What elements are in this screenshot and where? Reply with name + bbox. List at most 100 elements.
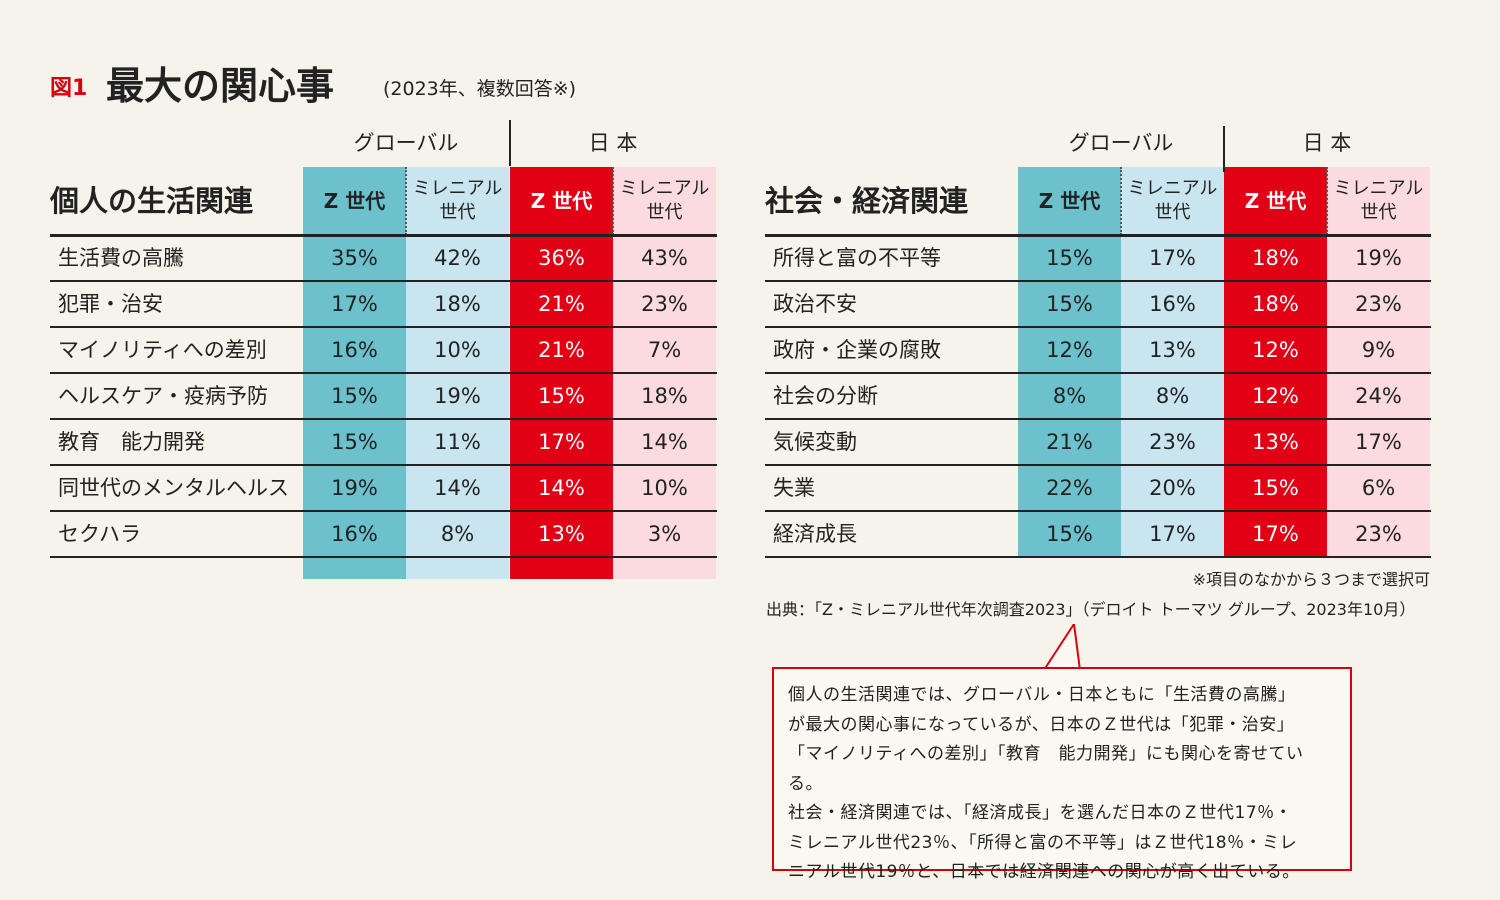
data-cell-global-millennial: 17%	[1149, 522, 1196, 546]
row-rule	[50, 510, 717, 512]
data-cell-global-millennial: 11%	[434, 430, 481, 454]
column-divider	[612, 167, 614, 235]
data-cell-global-millennial: 42%	[434, 246, 481, 270]
japan-z-header: Z 世代	[530, 189, 593, 213]
row-rule	[765, 556, 1431, 558]
data-cell-global-z: 12%	[1046, 338, 1093, 362]
data-cell-japan-millennial: 24%	[1355, 384, 1402, 408]
data-cell-japan-z: 36%	[538, 246, 585, 270]
data-cell-japan-z: 15%	[538, 384, 585, 408]
japan-z-header: Z 世代	[1244, 189, 1307, 213]
row-label: 失業	[773, 476, 815, 500]
group-divider	[509, 120, 511, 166]
row-label: ヘルスケア・疫病予防	[58, 384, 268, 408]
column-divider	[1326, 167, 1328, 235]
data-cell-japan-millennial: 3%	[647, 522, 682, 546]
data-cell-japan-z: 14%	[538, 476, 585, 500]
figure-title: 最大の関心事	[106, 64, 335, 108]
data-cell-global-millennial: 23%	[1149, 430, 1196, 454]
callout-box: 個人の生活関連では、グローバル・日本ともに「生活費の高騰」 が最大の関心事になっ…	[772, 667, 1352, 882]
data-cell-global-millennial: 20%	[1149, 476, 1196, 500]
data-cell-global-z: 15%	[1046, 246, 1093, 270]
callout-line: 個人の生活関連では、グローバル・日本ともに「生活費の高騰」	[788, 685, 1296, 705]
section-title: 個人の生活関連	[50, 184, 254, 218]
data-cell-global-z: 21%	[1046, 430, 1093, 454]
data-cell-global-millennial: 8%	[440, 522, 475, 546]
footnote: ※項目のなかから３つまで選択可	[1192, 570, 1430, 589]
data-cell-global-millennial: 16%	[1149, 292, 1196, 316]
data-cell-japan-z: 17%	[538, 430, 585, 454]
data-cell-japan-z: 13%	[538, 522, 585, 546]
row-label: 社会の分断	[773, 384, 878, 408]
table-social-economic: グローバル 日 本社会・経済関連 Z 世代 ミレニアル 世代 Z 世代 ミレニアル 世代所得と…	[0, 120, 1500, 590]
data-cell-global-z: 19%	[331, 476, 378, 500]
data-cell-global-millennial: 10%	[434, 338, 481, 362]
data-cell-global-millennial: 14%	[434, 476, 481, 500]
group-header-global: グローバル	[353, 131, 459, 155]
row-rule	[765, 418, 1431, 420]
data-cell-japan-millennial: 10%	[641, 476, 688, 500]
row-rule	[765, 510, 1431, 512]
data-cell-japan-millennial: 19%	[1355, 246, 1402, 270]
data-cell-japan-z: 21%	[538, 292, 585, 316]
row-label: 経済成長	[773, 522, 857, 546]
data-cell-japan-millennial: 14%	[641, 430, 688, 454]
group-divider	[1223, 126, 1225, 172]
row-rule	[50, 372, 717, 374]
data-cell-japan-millennial: 7%	[647, 338, 682, 362]
japan-millennial-column-bg	[1327, 167, 1430, 557]
section-title: 社会・経済関連	[765, 184, 969, 218]
global-z-column-bg	[1018, 167, 1121, 557]
column-divider	[405, 167, 407, 235]
data-cell-global-millennial: 8%	[1155, 384, 1190, 408]
group-header-global: グローバル	[1068, 131, 1174, 155]
data-cell-japan-millennial: 43%	[641, 246, 688, 270]
global-millennial-header: ミレニアル 世代	[1127, 178, 1218, 223]
callout-line: ニアル世代19％と、日本では経済関連への関心が高く出ている。	[788, 862, 1300, 882]
global-millennial-column-bg	[1121, 167, 1224, 557]
row-rule	[765, 464, 1431, 466]
header-rule	[50, 234, 717, 237]
callout-line: 「マイノリティへの差別」「教育 能力開発」にも関心を寄せている。	[788, 744, 1304, 794]
row-rule	[765, 372, 1431, 374]
figure-label: 図1	[50, 76, 88, 101]
data-cell-global-z: 17%	[331, 292, 378, 316]
row-label: 同世代のメンタルヘルス	[58, 476, 289, 500]
data-cell-global-millennial: 19%	[434, 384, 481, 408]
japan-millennial-header: ミレニアル 世代	[1333, 178, 1424, 223]
row-rule	[50, 464, 717, 466]
global-z-header: Z 世代	[1038, 189, 1101, 213]
callout-line: 社会・経済関連では、「経済成長」を選んだ日本のＺ世代17％・	[788, 803, 1293, 823]
data-cell-global-z: 35%	[331, 246, 378, 270]
row-label: 所得と富の不平等	[773, 246, 941, 270]
data-cell-global-z: 15%	[1046, 522, 1093, 546]
data-cell-japan-millennial: 6%	[1361, 476, 1396, 500]
data-cell-japan-z: 12%	[1252, 384, 1299, 408]
group-header-japan: 日 本	[1302, 131, 1352, 155]
data-cell-japan-z: 21%	[538, 338, 585, 362]
data-cell-japan-millennial: 23%	[1355, 522, 1402, 546]
row-label: 教育 能力開発	[58, 430, 205, 454]
data-cell-global-z: 15%	[331, 430, 378, 454]
row-rule	[50, 280, 717, 282]
callout-line: ミレニアル世代23％、「所得と富の不平等」はＺ世代18％・ミレ	[788, 832, 1298, 853]
data-cell-global-z: 15%	[331, 384, 378, 408]
row-rule	[50, 556, 717, 558]
data-cell-global-z: 8%	[1052, 384, 1087, 408]
figure-note: (2023年、複数回答※)	[383, 78, 577, 100]
row-label: マイノリティへの差別	[58, 338, 267, 362]
data-cell-global-z: 16%	[331, 338, 378, 362]
row-label: 生活費の高騰	[58, 246, 184, 270]
data-cell-japan-z: 15%	[1252, 476, 1299, 500]
callout-arrow	[1042, 624, 1082, 671]
header-rule	[765, 234, 1431, 237]
row-label: 政治不安	[773, 292, 857, 316]
group-header-japan: 日 本	[588, 131, 638, 155]
data-cell-japan-z: 18%	[1252, 292, 1299, 316]
data-cell-japan-millennial: 9%	[1361, 338, 1396, 362]
data-cell-global-millennial: 13%	[1149, 338, 1196, 362]
japan-z-column-bg	[1224, 167, 1327, 557]
data-cell-japan-millennial: 17%	[1355, 430, 1402, 454]
row-rule	[765, 280, 1431, 282]
global-z-header: Z 世代	[323, 189, 386, 213]
